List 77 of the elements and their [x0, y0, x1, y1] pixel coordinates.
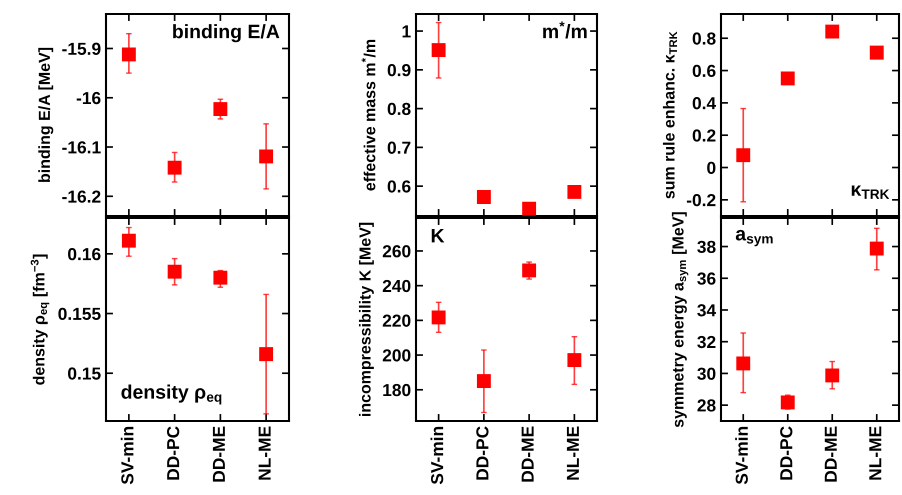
x-tick-label: SV-min	[735, 426, 748, 484]
annotation: K	[432, 229, 444, 242]
point	[122, 47, 136, 62]
point	[259, 149, 274, 164]
y-tick-label: 220	[382, 314, 410, 327]
point	[825, 24, 840, 39]
y-axis-title: binding E/A [MeV]	[38, 48, 54, 182]
y-tick-label: 34	[697, 304, 716, 316]
point	[780, 72, 795, 86]
point	[432, 43, 446, 58]
x-tick-label: DD-ME	[212, 426, 225, 482]
y-axis-title: effective mass m$^{*}$/m	[362, 40, 376, 191]
y-tick-label: 200	[382, 349, 410, 362]
annotation: binding E/A	[173, 24, 280, 42]
point	[522, 202, 536, 216]
x-tick-label: DD-PC	[476, 426, 489, 480]
y-axis-title: symmetry energy a$_{sym}$ [MeV]	[672, 212, 688, 428]
y-tick-label: 28	[697, 399, 716, 412]
point	[213, 270, 228, 285]
y-tick-label: -16.1	[62, 141, 101, 154]
x-tick-label: DD-PC	[780, 426, 792, 480]
y-tick-label: -0.2	[686, 194, 716, 206]
y-tick-label: 0.8	[388, 102, 411, 116]
point	[259, 347, 274, 362]
y-tick-label: 32	[697, 336, 716, 348]
x-tick-label: NL-ME	[869, 426, 882, 480]
x-tick-label: DD-PC	[166, 426, 180, 480]
annotation: a$_{sym}$	[736, 230, 773, 246]
point	[168, 160, 182, 175]
y-tick-label: 0.155	[58, 308, 101, 320]
point	[476, 374, 491, 388]
y-tick-label: 0.2	[692, 129, 716, 142]
y-tick-label: 0	[707, 162, 716, 174]
point	[870, 242, 884, 256]
annotation: m$^{*}$/m	[543, 22, 587, 38]
y-tick-label: 0.8	[692, 32, 716, 45]
point	[567, 353, 582, 368]
point	[168, 264, 182, 279]
y-axis-title: incompressibility K [MeV]	[358, 222, 374, 416]
point	[432, 310, 446, 324]
x-tick-label: NL-ME	[566, 426, 579, 480]
annotation: κ$_{TRK}$	[852, 186, 890, 199]
y-axis-title: density ρ$_{eq}$ [fm$^{−3}$]	[30, 254, 50, 385]
y-tick-label: -16.2	[62, 190, 100, 203]
y-tick-label: 180	[383, 384, 410, 396]
point	[522, 263, 536, 278]
point	[476, 190, 491, 204]
y-tick-label: 240	[382, 280, 410, 292]
y-tick-label: 260	[382, 245, 410, 258]
x-tick-label: NL-ME	[258, 426, 271, 480]
point	[825, 368, 840, 382]
x-tick-label: SV-min	[430, 426, 444, 484]
point	[213, 102, 228, 116]
y-tick-label: 0.6	[692, 64, 716, 78]
point	[736, 356, 750, 370]
y-tick-label: 38	[697, 240, 716, 254]
y-tick-label: -16	[76, 92, 101, 104]
point	[780, 396, 795, 410]
y-tick-label: 0.4	[692, 97, 716, 110]
x-tick-label: DD-ME	[824, 426, 837, 482]
y-axis-title: sum rule enhanc. κ$_{TRK}$	[662, 31, 678, 199]
y-tick-label: 0.15	[68, 367, 101, 380]
point	[736, 148, 750, 162]
y-tick-label: 0.16	[68, 248, 101, 260]
point	[567, 185, 582, 199]
y-tick-label: 1	[402, 25, 411, 38]
point	[122, 234, 136, 248]
y-tick-label: 0.7	[388, 142, 410, 154]
y-tick-label: 36	[697, 272, 716, 285]
y-tick-label: 0.9	[388, 64, 410, 76]
y-tick-label: 0.6	[388, 180, 411, 193]
y-tick-label: 30	[697, 368, 716, 380]
y-tick-label: -15.9	[62, 42, 100, 55]
annotation: density ρ$_{eq}$	[121, 384, 222, 405]
x-tick-label: SV-min	[120, 426, 134, 484]
x-tick-label: DD-ME	[522, 426, 534, 482]
point	[870, 46, 884, 60]
